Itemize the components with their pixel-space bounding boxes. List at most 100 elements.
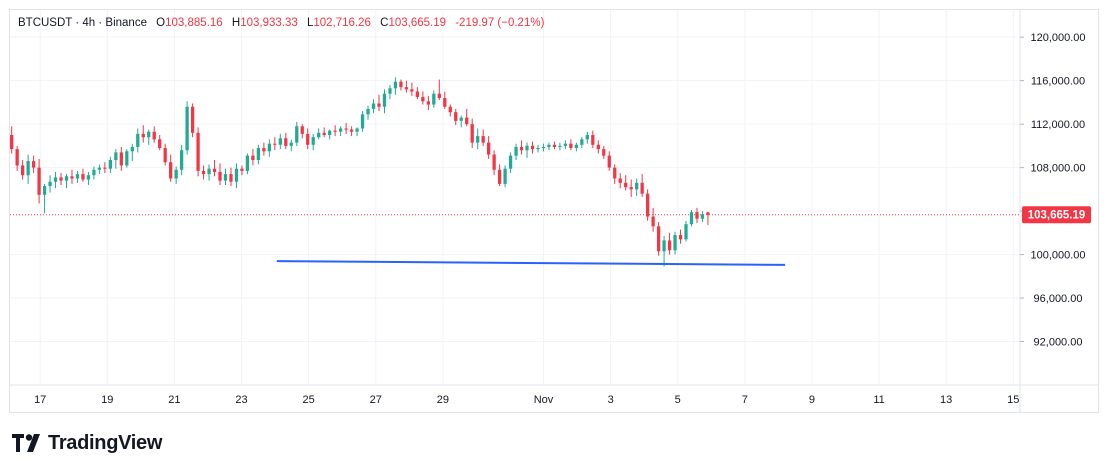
candle[interactable] (355, 127, 359, 137)
candle[interactable] (273, 137, 277, 151)
candle[interactable] (42, 183, 47, 214)
candle[interactable] (371, 99, 376, 114)
candle[interactable] (437, 79, 441, 101)
candle[interactable] (119, 146, 123, 171)
candle[interactable] (481, 129, 485, 146)
candle[interactable] (503, 165, 507, 188)
candle[interactable] (328, 129, 332, 140)
candle[interactable] (487, 136, 491, 159)
candle[interactable] (530, 141, 535, 154)
candle[interactable] (465, 108, 469, 127)
candle[interactable] (640, 174, 644, 197)
candle[interactable] (448, 104, 452, 117)
candle[interactable] (432, 90, 436, 108)
candle[interactable] (624, 175, 628, 191)
candle[interactable] (602, 145, 606, 159)
candle[interactable] (613, 164, 617, 184)
candle[interactable] (349, 126, 354, 137)
candle[interactable] (152, 126, 156, 143)
candle[interactable] (497, 164, 502, 187)
candle[interactable] (103, 162, 107, 174)
candle[interactable] (267, 139, 271, 157)
symbol-name[interactable]: BTCUSDT (18, 17, 73, 29)
candle[interactable] (410, 82, 414, 96)
candle[interactable] (31, 155, 36, 174)
candle[interactable] (673, 231, 677, 255)
candle[interactable] (552, 141, 557, 150)
candle[interactable] (284, 132, 288, 150)
candle[interactable] (97, 164, 102, 175)
candle[interactable] (459, 115, 463, 128)
candle[interactable] (399, 79, 403, 91)
interval-label[interactable]: 4h (82, 17, 96, 29)
candle[interactable] (169, 154, 173, 182)
candle[interactable] (26, 154, 30, 184)
candle[interactable] (53, 171, 58, 189)
candle[interactable] (59, 173, 63, 185)
candle[interactable] (300, 124, 304, 139)
candle[interactable] (190, 103, 195, 138)
candle[interactable] (618, 173, 622, 189)
candle[interactable] (382, 89, 387, 114)
candle[interactable] (207, 164, 211, 181)
chart-frame[interactable] (9, 9, 1099, 413)
candle[interactable] (508, 152, 513, 174)
candle[interactable] (10, 126, 14, 154)
candle[interactable] (306, 128, 310, 150)
candle[interactable] (689, 210, 694, 227)
candle[interactable] (700, 211, 705, 222)
candle[interactable] (470, 118, 474, 149)
candle[interactable] (75, 170, 80, 183)
candle[interactable] (201, 165, 206, 180)
candle[interactable] (651, 207, 655, 232)
candle[interactable] (245, 153, 250, 175)
candle[interactable] (108, 156, 113, 174)
candle[interactable] (678, 229, 683, 244)
candle[interactable] (443, 91, 447, 109)
candle[interactable] (607, 151, 611, 171)
candle[interactable] (574, 142, 579, 152)
candle[interactable] (256, 144, 261, 165)
candle[interactable] (130, 143, 134, 162)
candle[interactable] (289, 139, 293, 152)
candle[interactable] (223, 168, 228, 185)
candle[interactable] (240, 165, 244, 176)
candle[interactable] (635, 178, 639, 196)
candle[interactable] (125, 149, 129, 168)
candle[interactable] (536, 144, 540, 153)
candle[interactable] (569, 139, 573, 151)
candle[interactable] (404, 80, 409, 93)
candle[interactable] (251, 149, 255, 166)
candle[interactable] (547, 142, 551, 151)
candle[interactable] (580, 137, 584, 149)
candle[interactable] (476, 128, 480, 150)
candle[interactable] (212, 160, 217, 177)
candle[interactable] (163, 143, 167, 166)
candle[interactable] (278, 133, 282, 150)
candle[interactable] (70, 169, 74, 184)
candle[interactable] (629, 179, 633, 197)
candle[interactable] (344, 123, 348, 134)
candle[interactable] (218, 163, 222, 185)
candle[interactable] (695, 207, 699, 224)
candle[interactable] (114, 149, 118, 169)
candle[interactable] (421, 91, 425, 105)
candle[interactable] (234, 163, 239, 189)
candle[interactable] (158, 135, 162, 151)
candle[interactable] (196, 127, 200, 177)
candle[interactable] (706, 211, 710, 226)
candle[interactable] (295, 121, 299, 146)
tradingview-branding[interactable]: TradingView (12, 431, 162, 455)
candle[interactable] (684, 220, 688, 242)
candle[interactable] (37, 158, 41, 204)
candle[interactable] (454, 108, 458, 126)
candle[interactable] (333, 125, 337, 137)
candle[interactable] (525, 142, 529, 158)
candle[interactable] (388, 85, 392, 100)
candle[interactable] (514, 143, 518, 160)
candle[interactable] (317, 128, 321, 140)
candle[interactable] (136, 128, 140, 153)
candle[interactable] (92, 166, 96, 180)
candle[interactable] (338, 126, 343, 137)
